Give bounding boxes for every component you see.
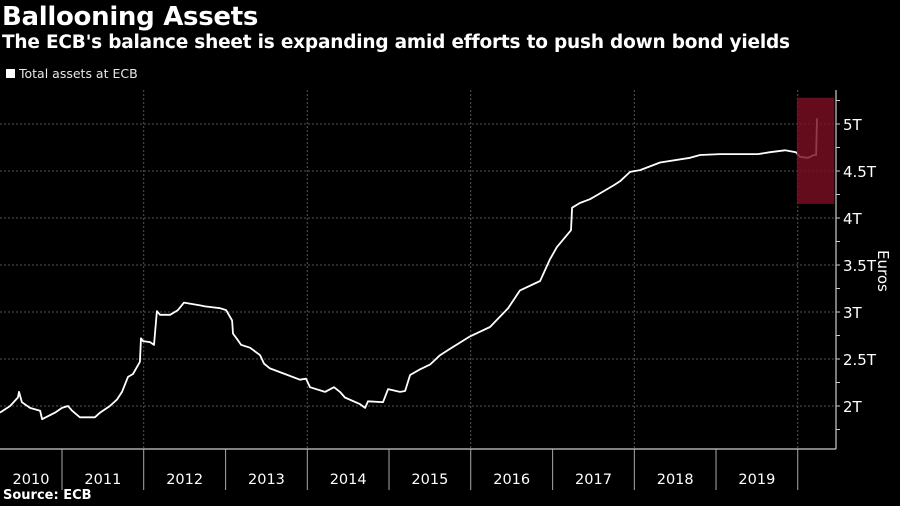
x-tick-label: 2016 [493,472,530,488]
y-tick-label: 3.5T [843,257,877,275]
x-tick-label: 2017 [575,472,612,488]
y-tick-label: 5T [843,116,863,134]
series-line-total-assets [0,118,818,421]
y-tick-label: 4.5T [843,163,877,181]
y-axis-label: Euros [874,250,892,292]
source-note: Source: ECB [3,488,92,503]
x-tick-label: 2018 [657,472,694,488]
chart-title: Ballooning Assets [2,2,259,32]
y-tick-label: 3T [843,304,863,322]
x-tick-label: 2010 [13,472,50,488]
y-tick-label: 4T [843,210,863,228]
chart-subtitle: The ECB's balance sheet is expanding ami… [2,32,790,53]
y-tick-label: 2T [843,398,863,416]
y-tick-label: 2.5T [843,351,877,369]
legend: Total assets at ECB [6,66,138,81]
x-tick-label: 2019 [738,472,775,488]
x-tick-label: 2012 [166,472,203,488]
x-tick-label: 2014 [330,472,367,488]
legend-swatch-icon [6,69,15,78]
x-tick-label: 2011 [84,472,121,488]
x-tick-label: 2013 [248,472,285,488]
legend-label: Total assets at ECB [19,66,138,81]
x-tick-label: 2015 [411,472,448,488]
highlight-box [796,97,835,204]
